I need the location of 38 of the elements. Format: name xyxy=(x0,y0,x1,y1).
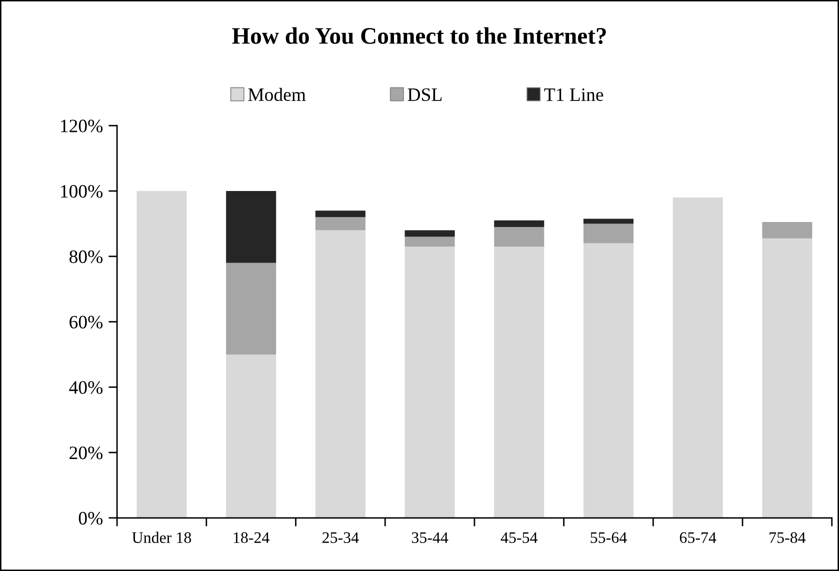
bar xyxy=(315,210,366,218)
bar xyxy=(226,354,276,518)
bar xyxy=(404,230,455,237)
x-tick-label: 25-34 xyxy=(322,532,359,544)
bar xyxy=(226,262,276,354)
legend-label: T1 Line xyxy=(544,88,604,102)
bar xyxy=(315,217,366,230)
bar xyxy=(672,198,723,518)
bar xyxy=(494,220,544,227)
legend-label: DSL xyxy=(408,88,442,102)
y-tick-label: 40% xyxy=(69,381,103,394)
x-tick-label: 35-44 xyxy=(412,532,448,544)
bar xyxy=(315,230,366,518)
bar xyxy=(136,191,187,518)
bar xyxy=(404,236,455,247)
y-tick-label: 0% xyxy=(78,512,103,525)
bar xyxy=(404,246,455,518)
x-tick-label: 55-64 xyxy=(590,532,627,544)
bar xyxy=(583,224,634,244)
bar xyxy=(762,238,812,518)
bar xyxy=(583,218,634,224)
y-tick-label: 120% xyxy=(61,120,103,132)
x-tick-label: 75-84 xyxy=(770,532,806,544)
bar xyxy=(494,226,544,247)
chart-title: How do You Connect to the Internet? xyxy=(232,27,606,44)
y-tick-label: 100% xyxy=(61,185,103,198)
x-tick-label: 18-24 xyxy=(234,532,270,544)
y-tick-label: 60% xyxy=(70,316,103,329)
y-tick-label: 20% xyxy=(70,446,103,460)
legend-label: Modem xyxy=(248,88,306,102)
bar xyxy=(226,191,276,263)
y-tick-label: 80% xyxy=(70,250,103,264)
x-tick-label: 45-54 xyxy=(500,532,538,544)
bar xyxy=(583,243,634,518)
x-tick-label: Under 18 xyxy=(132,532,192,544)
bar xyxy=(762,222,812,238)
x-tick-label: 65-74 xyxy=(680,532,716,544)
bar xyxy=(494,246,544,518)
